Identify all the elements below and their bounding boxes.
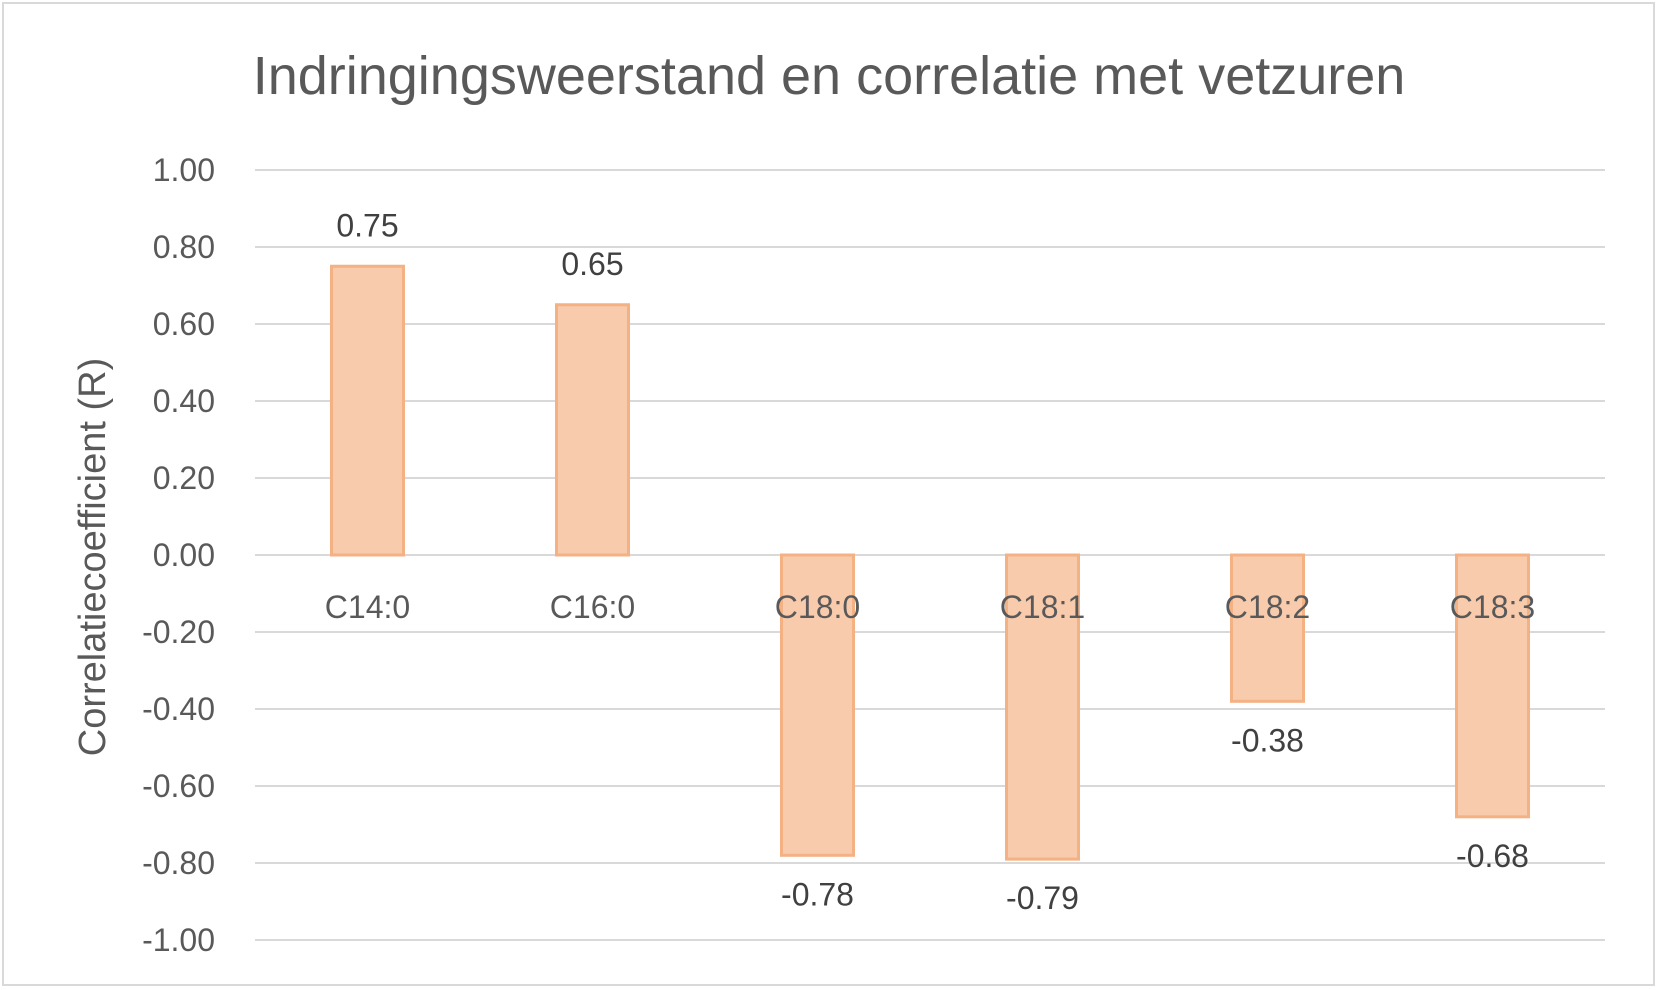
data-label: -0.78 [781, 876, 854, 912]
bar-c14-0 [330, 264, 405, 557]
data-label: -0.38 [1231, 722, 1304, 758]
x-tick-label: C14:0 [325, 589, 410, 625]
y-axis-ticks: 1.00 0.80 0.60 0.40 0.20 0.00 -0.20 -0.40 -0.60 -… [142, 152, 215, 958]
bar-c18-1 [1005, 553, 1080, 861]
bar-c16-0 [555, 303, 630, 557]
bars [330, 264, 1530, 861]
bar-c18-2 [1230, 553, 1305, 703]
gridlines [255, 169, 1605, 941]
bar-c18-3 [1455, 553, 1530, 819]
y-tick-label: -0.20 [142, 614, 215, 650]
y-tick-label: -0.60 [142, 768, 215, 804]
x-axis-ticks: C14:0 C16:0 C18:0 C18:1 C18:2 C18:3 [325, 589, 1535, 625]
y-tick-label: -1.00 [142, 922, 215, 958]
y-tick-label: 0.80 [153, 229, 215, 265]
y-tick-label: 0.20 [153, 460, 215, 496]
y-axis-title: Correlatiecoefficient (R) [72, 358, 114, 756]
chart-title: Indringingsweerstand en correlatie met v… [253, 46, 1406, 106]
y-tick-label: 0.40 [153, 383, 215, 419]
y-tick-label: -0.40 [142, 691, 215, 727]
x-tick-label: C18:1 [1000, 589, 1085, 625]
x-tick-label: C18:2 [1225, 589, 1310, 625]
y-tick-label: 0.60 [153, 306, 215, 342]
x-tick-label: C18:3 [1450, 589, 1535, 625]
data-label: 0.75 [336, 207, 398, 243]
y-tick-label: -0.80 [142, 845, 215, 881]
x-tick-label: C16:0 [550, 589, 635, 625]
y-tick-label: 0.00 [153, 537, 215, 573]
x-tick-label: C18:0 [775, 589, 860, 625]
data-label: 0.65 [561, 246, 623, 282]
bar-c18-0 [780, 553, 855, 857]
y-tick-label: 1.00 [153, 152, 215, 188]
data-labels: 0.75 0.65 -0.78 -0.79 -0.38 -0.68 [336, 207, 1529, 916]
data-label: -0.68 [1456, 838, 1529, 874]
data-label: -0.79 [1006, 880, 1079, 916]
